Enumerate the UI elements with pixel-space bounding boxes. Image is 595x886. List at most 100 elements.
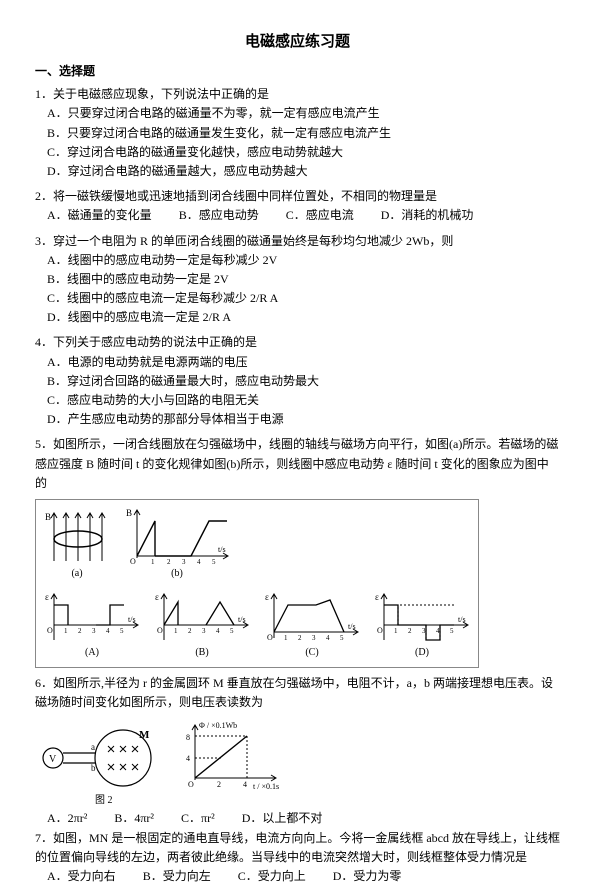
svg-text:t/s: t/s [458,615,466,624]
circuit-icon: V a b M [35,718,165,793]
q3-num: 3． [35,234,53,248]
svg-text:b: b [91,763,96,773]
q5-text: 如图所示，一闭合线圈放在匀强磁场中，线圈的轴线与磁场方向平行，如图(a)所示。若… [35,437,558,489]
svg-text:3: 3 [312,634,316,642]
svg-text:4: 4 [243,780,247,789]
choice-b-label: (B) [152,645,252,661]
choice-a-label: (A) [42,645,142,661]
svg-text:5: 5 [120,627,124,635]
svg-text:2: 2 [298,634,302,642]
problem-4: 4．下列关于感应电动势的说法中正确的是 A．电源的电动势就是电源两端的电压 B．… [35,333,560,429]
svg-text:O: O [47,626,53,635]
q7-choice-d: D．受力为零 [333,869,402,883]
choice-graph-b: ε O 12 34 5 t/s (B) [152,590,252,661]
svg-text:4: 4 [216,627,220,635]
choice-graph-d: ε O 12 34 5 t/s (D) [372,590,472,661]
problem-2: 2．将一磁铁缓慢地或迅速地插到闭合线圈中同样位置处，不相同的物理量是 A．磁通量… [35,187,560,225]
svg-text:t/s: t/s [218,545,226,554]
q1-num: 1． [35,87,53,101]
svg-text:a: a [91,742,95,752]
q6-choice-a: A．2πr² [47,811,87,825]
q6-text: 如图所示,半径为 r 的金属圆环 M 垂直放在匀强磁场中，电阻不计，a，b 两端… [35,676,553,709]
q7-num: 7． [35,831,53,845]
svg-text:O: O [188,780,194,789]
q2-num: 2． [35,189,53,203]
svg-text:1: 1 [174,627,178,635]
svg-text:2: 2 [217,780,221,789]
svg-text:t/s: t/s [238,615,246,624]
figure-q6: V a b M Φ / ×0.1Wb [35,718,560,793]
q1-choice-c: C．穿过闭合电路的磁通量变化越快，感应电动势就越大 [47,143,560,162]
choice-graph-c: ε O 12 34 5 t/s (C) [262,590,362,661]
svg-text:4: 4 [186,754,190,763]
q7-choice-b: B．受力向左 [143,869,211,883]
q6-choice-d: D．以上都不对 [242,811,323,825]
page-title: 电磁感应练习题 [35,30,560,54]
q3-choice-d: D．线圈中的感应电流一定是 2/R A [47,308,560,327]
svg-text:3: 3 [182,558,186,566]
q3-text: 穿过一个电阻为 R 的单匝闭合线圈的磁通量始终是每秒均匀地减少 2Wb，则 [53,234,453,248]
q7-choice-c: C．受力向上 [238,869,306,883]
q4-text: 下列关于感应电动势的说法中正确的是 [53,335,257,349]
q6-num: 6． [35,676,53,690]
svg-text:4: 4 [106,627,110,635]
svg-text:B: B [126,508,132,518]
q2-choice-c: C．感应电流 [286,208,354,222]
svg-text:B: B [45,512,51,522]
problem-6: 6．如图所示,半径为 r 的金属圆环 M 垂直放在匀强磁场中，电阻不计，a，b … [35,674,560,712]
svg-text:3: 3 [202,627,206,635]
svg-text:4: 4 [197,558,201,566]
figure-q5: B (a) B O 12 34 5 t/s (b) [35,499,479,668]
q2-choice-d: D．消耗的机械功 [381,208,474,222]
svg-text:O: O [267,633,273,642]
svg-text:O: O [377,626,383,635]
svg-text:O: O [130,557,136,566]
svg-text:t/s: t/s [128,615,136,624]
svg-text:Φ / ×0.1Wb: Φ / ×0.1Wb [199,721,237,730]
svg-text:t / ×0.1s: t / ×0.1s [253,782,279,791]
svg-text:ε: ε [45,592,49,602]
problem-7: 7．如图，MN 是一根固定的通电直导线，电流方向向上。今将一金属线框 abcd … [35,829,560,886]
problem-3: 3．穿过一个电阻为 R 的单匝闭合线圈的磁通量始终是每秒均匀地减少 2Wb，则 … [35,232,560,328]
svg-text:2: 2 [78,627,82,635]
phi-t-graph-icon: Φ / ×0.1Wb 8 4 O 2 4 t / ×0.1s [175,718,285,793]
svg-text:ε: ε [155,592,159,602]
choice-d-label: (D) [372,645,472,661]
q1-choice-d: D．穿过闭合电路的磁通量越大，感应电动势越大 [47,162,560,181]
q2-choice-b: B．感应电动势 [179,208,259,222]
fig2-caption: 图 2 [95,793,560,809]
q3-choice-a: A．线圈中的感应电动势一定是每秒减少 2V [47,251,560,270]
b-t-graph-icon: B O 12 34 5 t/s [122,506,232,566]
q2-text: 将一磁铁缓慢地或迅速地插到闭合线圈中同样位置处，不相同的物理量是 [53,189,437,203]
choice-graph-a: ε O 1 2 3 4 5 t/s (A) [42,590,142,661]
fig-a-label: (a) [42,566,112,582]
q4-num: 4． [35,335,53,349]
q4-choice-b: B．穿过闭合回路的磁通量最大时，感应电动势最大 [47,372,560,391]
svg-text:3: 3 [92,627,96,635]
svg-text:2: 2 [188,627,192,635]
q2-choice-a: A．磁通量的变化量 [47,208,152,222]
svg-text:4: 4 [326,634,330,642]
q7-text: 如图，MN 是一根固定的通电直导线，电流方向向上。今将一金属线框 abcd 放在… [35,831,560,864]
svg-text:V: V [49,754,57,765]
svg-text:4: 4 [436,627,440,635]
q1-text: 关于电磁感应现象，下列说法中正确的是 [53,87,269,101]
svg-text:O: O [157,626,163,635]
svg-text:1: 1 [64,627,68,635]
q4-choice-a: A．电源的电动势就是电源两端的电压 [47,353,560,372]
svg-text:t/s: t/s [348,622,356,631]
section-a-head: 一、选择题 [35,62,560,81]
choice-c-label: (C) [262,645,362,661]
q3-choice-b: B．线圈中的感应电动势一定是 2V [47,270,560,289]
q7-choice-a: A．受力向右 [47,869,116,883]
svg-text:5: 5 [212,558,216,566]
fig-b: B O 12 34 5 t/s (b) [122,506,232,582]
svg-text:5: 5 [450,627,454,635]
problem-1: 1．关于电磁感应现象，下列说法中正确的是 A．只要穿过闭合电路的磁通量不为零，就… [35,85,560,181]
fig-a: B (a) [42,506,112,582]
svg-text:1: 1 [284,634,288,642]
q4-choice-d: D．产生感应电动势的那部分导体相当于电源 [47,410,560,429]
svg-text:2: 2 [408,627,412,635]
svg-text:2: 2 [167,558,171,566]
svg-text:5: 5 [340,634,344,642]
